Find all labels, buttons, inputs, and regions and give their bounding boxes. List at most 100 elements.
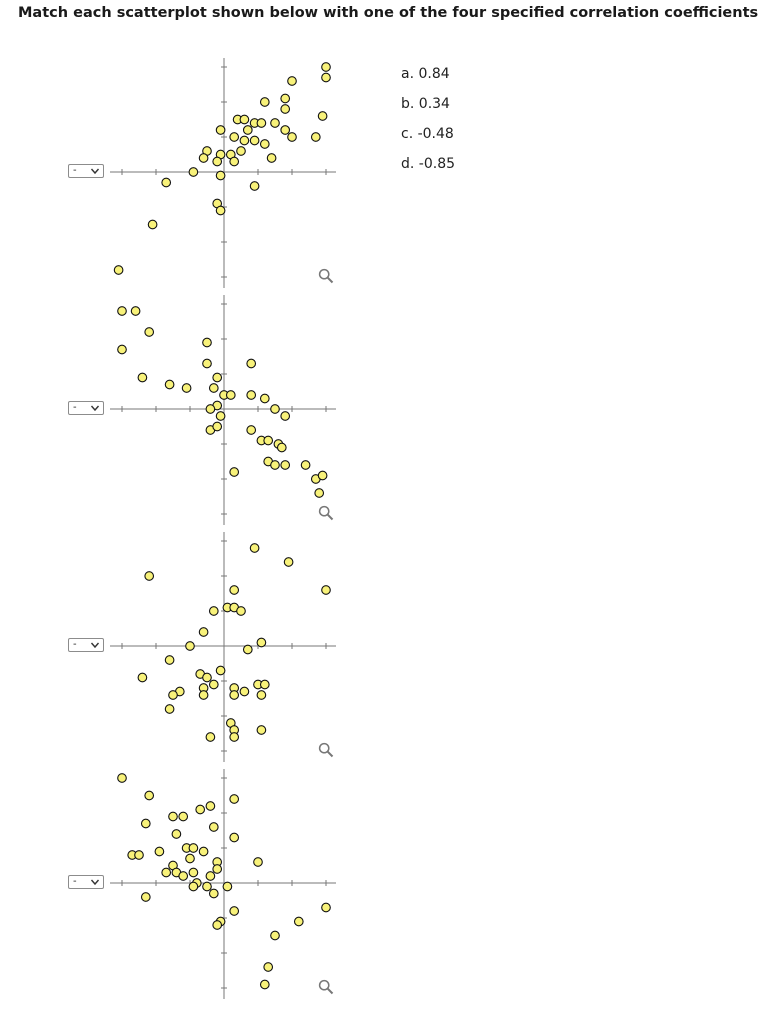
scatter-point <box>205 732 216 742</box>
scatter-point <box>161 177 172 188</box>
scatter-point <box>314 488 325 498</box>
scatter-point <box>164 704 175 714</box>
scatter-point <box>270 930 280 941</box>
scatter-point <box>154 846 165 857</box>
scatter-point <box>229 732 240 742</box>
instruction-text: Match each scatterplot shown below with … <box>18 5 758 21</box>
scatterplot-row-4: - <box>0 763 360 1003</box>
option-b: b. 0.34 <box>401 96 450 112</box>
scatter-point <box>249 135 260 146</box>
scatter-point <box>321 72 331 83</box>
scatter-point <box>215 665 226 676</box>
scatter-point <box>188 867 199 878</box>
scatter-point <box>113 265 124 275</box>
scatter-point <box>321 902 331 913</box>
option-c: c. -0.48 <box>401 126 454 142</box>
scatter-point <box>283 557 294 567</box>
select-value: - <box>73 639 77 650</box>
option-d: d. -0.85 <box>401 156 456 172</box>
scatter-point <box>270 460 280 470</box>
scatter-point <box>256 118 267 128</box>
option-a: a. 0.84 <box>401 66 450 82</box>
scatter-point <box>236 606 246 616</box>
scatter-point <box>188 881 199 892</box>
scatter-point <box>287 76 297 86</box>
scatter-point <box>208 679 219 690</box>
scatter-point <box>130 306 141 316</box>
scatter-point <box>242 644 253 655</box>
correlation-select-2[interactable]: - <box>68 401 104 415</box>
scatter-point <box>185 853 195 864</box>
scatter-point <box>280 411 291 421</box>
scatter-point <box>215 170 226 181</box>
scatter-point <box>256 637 267 648</box>
scatter-point <box>225 390 236 400</box>
scatter-point <box>229 832 240 843</box>
scatter-point <box>164 379 175 390</box>
scatter-point <box>185 641 195 651</box>
scatter-point <box>202 672 212 683</box>
scatter-point <box>229 467 240 477</box>
correlation-select-1[interactable]: - <box>68 164 104 178</box>
correlation-select-3[interactable]: - <box>68 638 104 652</box>
scatter-point <box>178 871 189 881</box>
scatter-point <box>280 104 291 114</box>
scatter-point <box>222 881 233 892</box>
scatter-point <box>246 390 257 400</box>
scatter-point <box>239 114 250 125</box>
correlation-select-4[interactable]: - <box>68 875 104 889</box>
chevron-down-icon <box>90 168 100 175</box>
scatter-point <box>242 125 253 135</box>
scatter-point <box>212 372 223 383</box>
scatter-point <box>208 383 219 393</box>
scatter-point <box>229 794 240 804</box>
scatter-point <box>195 804 206 815</box>
scatter-point <box>259 393 270 404</box>
scatter-point <box>236 146 246 156</box>
scatter-point <box>321 62 331 72</box>
scatter-point <box>270 404 280 414</box>
scatter-point <box>317 470 328 481</box>
scatter-point <box>253 857 263 867</box>
scatter-point <box>205 871 216 881</box>
scatter-point <box>144 571 155 581</box>
select-value: - <box>73 402 77 413</box>
scatter-point <box>208 822 219 832</box>
magnifier-icon[interactable] <box>318 979 334 995</box>
scatter-point <box>202 358 212 369</box>
scatter-point <box>212 421 223 432</box>
scatterplot-3 <box>110 532 336 762</box>
scatter-point <box>229 906 240 916</box>
scatter-point <box>117 306 127 316</box>
select-value: - <box>73 876 77 887</box>
scatter-point <box>164 655 175 665</box>
scatter-point <box>229 156 240 167</box>
scatter-point <box>140 818 151 829</box>
scatter-point <box>181 383 192 393</box>
scatter-point <box>229 690 240 700</box>
scatter-point <box>249 543 260 553</box>
magnifier-icon[interactable] <box>318 742 334 758</box>
scatterplot-4 <box>110 769 336 999</box>
scatter-point <box>134 850 144 860</box>
scatterplot-row-1: - <box>0 52 360 292</box>
scatter-point <box>263 962 274 972</box>
magnifier-icon[interactable] <box>318 268 334 284</box>
scatter-point <box>239 686 250 697</box>
scatter-point <box>198 690 209 700</box>
scatter-point <box>212 864 223 874</box>
select-value: - <box>73 165 77 176</box>
scatter-point <box>137 372 148 383</box>
scatter-point <box>246 425 257 435</box>
scatter-point <box>249 181 260 191</box>
scatterplot-row-3: - <box>0 526 360 766</box>
scatter-point <box>198 627 209 637</box>
scatter-point <box>215 411 226 421</box>
scatter-point <box>161 867 172 878</box>
magnifier-icon[interactable] <box>318 505 334 521</box>
scatter-point <box>168 690 178 700</box>
scatter-point <box>144 790 155 801</box>
scatter-point <box>198 153 209 163</box>
scatter-point <box>202 881 212 892</box>
scatter-point <box>205 801 216 811</box>
